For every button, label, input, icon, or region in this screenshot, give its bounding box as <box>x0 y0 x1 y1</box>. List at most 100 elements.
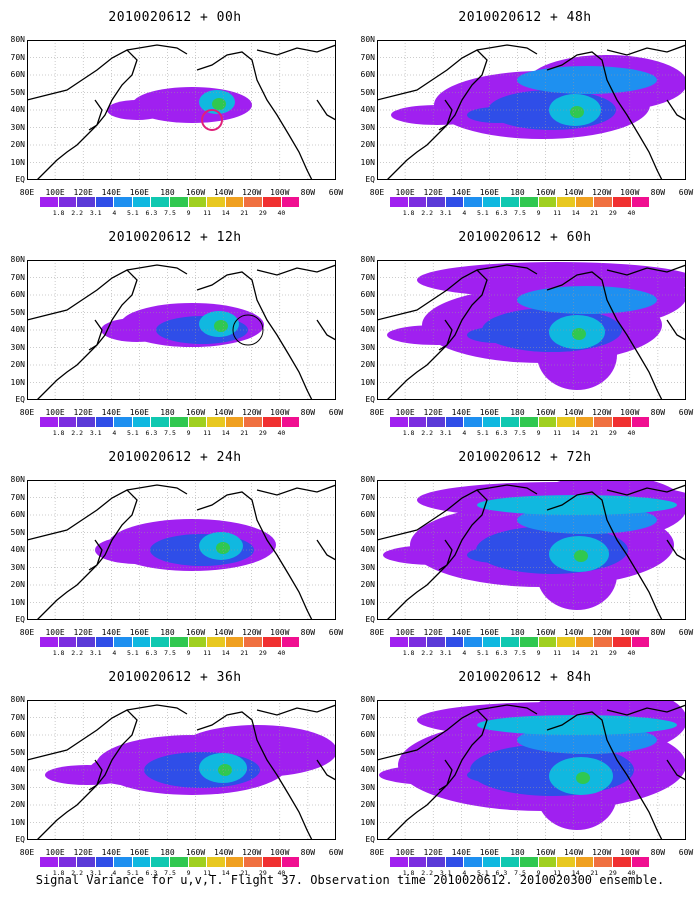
longitude-label: 140E <box>101 628 121 637</box>
variance-contour-mid <box>467 767 527 783</box>
latitude-label: 80N <box>360 255 375 264</box>
colorbar <box>40 197 301 207</box>
longitude-label: 100W <box>620 848 640 857</box>
latitude-label: 50N <box>360 527 375 537</box>
colorbar-tick-label: 29 <box>258 869 267 877</box>
map-frame <box>377 480 686 620</box>
colorbar-swatch <box>631 417 651 427</box>
longitude-label: 100E <box>395 628 415 637</box>
longitude-label: 100E <box>395 408 415 417</box>
map-panel: 2010020612 + 24h 80N 70N 60N 50N 40N 30N 20N 10N… <box>5 440 345 660</box>
colorbar-swatch <box>482 857 502 867</box>
colorbar-tick-label: 1.8 <box>52 429 65 437</box>
colorbar-tick-label: 1.8 <box>52 869 65 877</box>
latitude-label: 10N <box>360 377 375 387</box>
japan-coastline <box>438 539 453 571</box>
longitude-label: 140W <box>563 188 584 197</box>
latitude-label: 60N <box>360 730 375 739</box>
asia-coastline <box>376 269 488 401</box>
colorbar-tick-label: 11 <box>203 869 212 877</box>
colorbar-tick-label: 9 <box>536 429 541 437</box>
longitude-label: 140E <box>101 408 121 417</box>
latitude-label: 20N <box>10 580 25 589</box>
longitude-label: 160E <box>479 628 499 637</box>
longitude-label: 100E <box>395 188 415 197</box>
colorbar-tick-label: 6.3 <box>145 869 158 877</box>
latitude-label: EQ <box>15 395 25 404</box>
colorbar-tick-label: 14 <box>221 209 230 217</box>
colorbar-swatch <box>281 417 301 427</box>
longitude-label: 80E <box>19 848 35 857</box>
colorbar-tick-label: 9 <box>186 429 191 437</box>
colorbar-swatch <box>538 417 558 427</box>
colorbar-swatch <box>114 857 133 867</box>
colorbar-swatch <box>408 857 428 867</box>
colorbar-swatch <box>58 197 78 207</box>
colorbar-swatch <box>464 197 483 207</box>
longitude-label: 120W <box>592 408 612 417</box>
japan-coastline <box>88 539 103 571</box>
colorbar-tick-label: 4 <box>462 429 467 437</box>
longitude-label: 80W <box>650 408 666 417</box>
longitude-label: 100W <box>620 628 640 637</box>
map-plot <box>26 480 337 621</box>
coastlines <box>376 484 687 621</box>
longitude-label: 140W <box>563 848 584 857</box>
colorbar-swatch <box>482 197 502 207</box>
colorbar-tick-label: 4 <box>112 649 117 657</box>
colorbar-swatch <box>188 857 208 867</box>
latitude-label: 60N <box>10 730 25 739</box>
colorbar-swatch <box>390 637 409 647</box>
map-panel: 2010020612 + 00h 80N 70N 60N 50N 40N 30N 20N 10N… <box>5 0 345 220</box>
longitude-label: 80W <box>300 628 316 637</box>
colorbar-labels: 1.8 2.2 3.1 4 5.1 6.3 7.5 9 11 14 21 29 40 <box>40 209 300 219</box>
colorbar-swatch <box>170 857 189 867</box>
colorbar-tick-label: 2.2 <box>71 649 84 657</box>
map-panel: 2010020612 + 36h 80N 70N 60N 50N 40N 30N 20N 10N… <box>5 660 345 880</box>
colorbar-swatch <box>95 197 115 207</box>
north-america-coastline <box>546 711 663 841</box>
colorbar-swatch <box>575 637 595 647</box>
latitude-label: 80N <box>360 35 375 44</box>
colorbar-tick-label: 4 <box>462 869 467 877</box>
japan-coastline <box>438 319 453 351</box>
longitude-label: 100W <box>270 628 290 637</box>
variance-field <box>95 519 276 571</box>
latitude-label: 80N <box>360 695 375 704</box>
canada-coastline <box>256 44 337 56</box>
latitude-label: 20N <box>10 800 25 809</box>
map-plot <box>26 700 337 841</box>
latitude-label: 70N <box>360 272 375 282</box>
latitude-label: EQ <box>365 175 375 184</box>
colorbar-labels: 1.8 2.2 3.1 4 5.1 6.3 7.5 9 11 14 21 29 40 <box>390 869 650 879</box>
colorbar-tick-label: 11 <box>553 649 562 657</box>
variance-contour-peak <box>216 542 230 554</box>
colorbar-tick-label: 40 <box>277 649 286 657</box>
north-america-coastline <box>196 711 313 841</box>
colorbar-swatch <box>132 417 152 427</box>
japan-coastline <box>88 759 103 791</box>
colorbar-swatch <box>427 417 446 427</box>
colorbar-swatch <box>188 197 208 207</box>
colorbar-tick-label: 2.2 <box>421 869 434 877</box>
longitude-label: 100E <box>45 408 65 417</box>
latitude-label: 60N <box>360 70 375 79</box>
map-area: 80N 70N 60N 50N 40N 30N 20N 10N EQ 80E 100E 120E 140… <box>11 255 344 417</box>
colorbar-tick-label: 5.1 <box>126 869 139 877</box>
variance-contour-mid <box>517 66 657 94</box>
latitude-label: 50N <box>360 747 375 757</box>
map-frame <box>27 40 336 180</box>
longitude-label: 80E <box>369 848 385 857</box>
colorbar-tick-label: 21 <box>240 209 249 217</box>
canada-coastline <box>256 264 337 276</box>
colorbar-tick-label: 6.3 <box>495 649 508 657</box>
asia-coastline <box>26 49 138 181</box>
colorbar-tick-label: 4 <box>112 869 117 877</box>
longitude-label: 140W <box>213 628 234 637</box>
latitude-label: 40N <box>10 325 25 334</box>
variance-contour-peak <box>214 320 228 332</box>
longitude-label: 140W <box>563 628 584 637</box>
north-america-coastline <box>546 51 663 181</box>
colorbar-swatch <box>520 197 539 207</box>
coastlines <box>26 484 337 621</box>
